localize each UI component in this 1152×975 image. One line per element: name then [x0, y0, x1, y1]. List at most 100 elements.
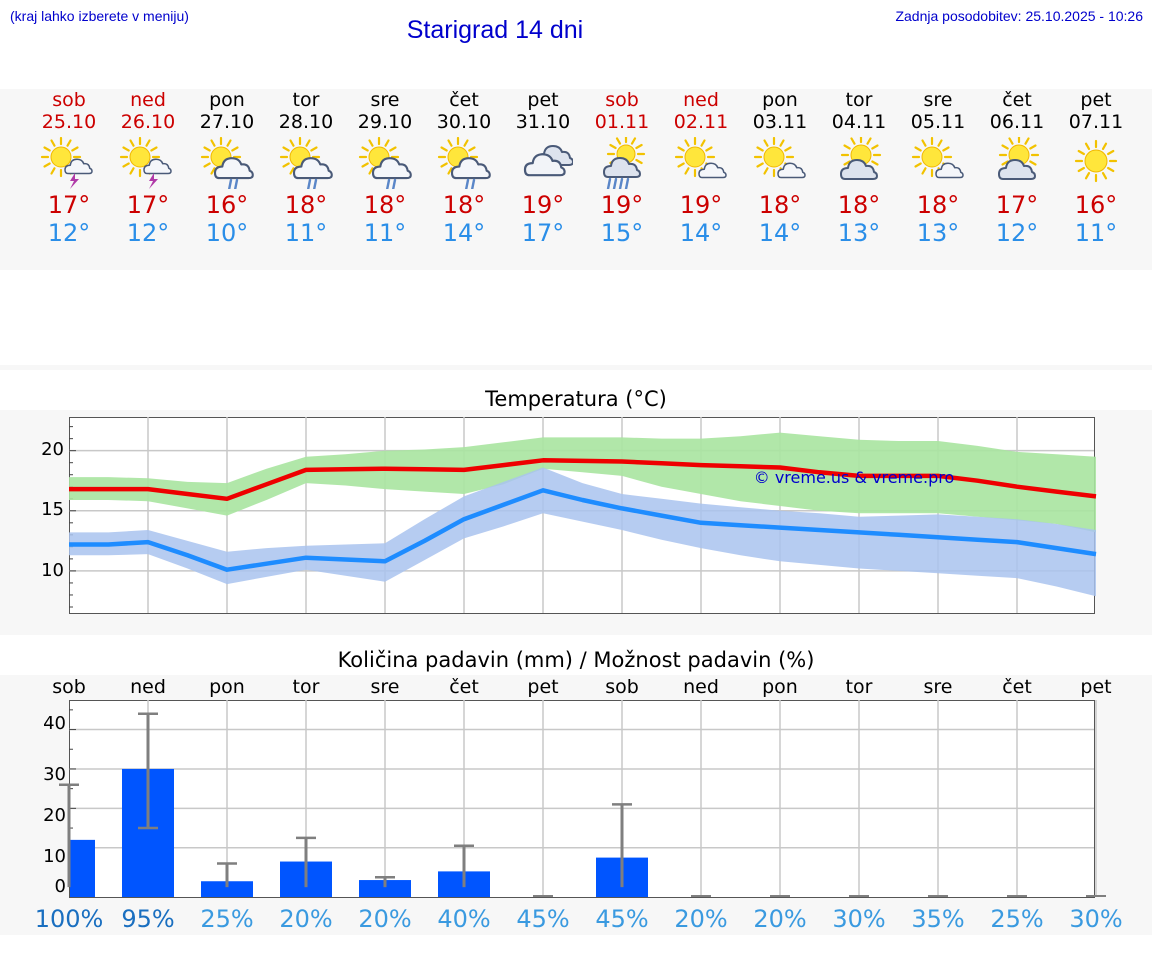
precip-ytick: 20	[43, 805, 66, 826]
day-name: pon	[762, 89, 798, 111]
divider	[0, 365, 1152, 370]
max-temperature-band	[69, 432, 1096, 533]
day-column: sre 05.11 18° 13°	[898, 89, 978, 247]
forecast-strip	[0, 89, 1152, 270]
min-temperature: 12°	[126, 219, 170, 247]
temp-ytick: 20	[41, 439, 64, 460]
precip-day-label: ned	[683, 676, 719, 698]
day-date: 07.11	[1068, 111, 1124, 133]
max-temperature: 17°	[47, 191, 91, 219]
sun-cloud-icon	[998, 137, 1040, 180]
day-date: 26.10	[120, 111, 176, 133]
sun-icon	[1074, 139, 1118, 183]
day-name: čet	[449, 89, 479, 111]
min-temperature: 14°	[758, 219, 802, 247]
precip-day-label: pet	[527, 676, 559, 698]
day-date: 30.10	[436, 111, 492, 133]
precip-day-label: čet	[449, 676, 479, 698]
temp-ytick: 10	[41, 560, 64, 581]
chart-watermark: © vreme.us & vreme.pro	[754, 468, 955, 487]
precip-day-label: pon	[209, 676, 245, 698]
precip-probability: 40%	[437, 905, 491, 933]
precip-ytick: 30	[43, 764, 66, 785]
day-column: sob 25.10 17° 12°	[29, 89, 109, 247]
sun-cloud-rain-icon	[200, 137, 254, 189]
day-date: 31.10	[515, 111, 571, 133]
sun-cloud-heavy-rain-icon	[603, 137, 646, 189]
day-date: 29.10	[357, 111, 413, 133]
precip-probability: 30%	[1069, 905, 1123, 933]
precip-probability: 45%	[516, 905, 570, 933]
day-column: čet 06.11 17° 12°	[977, 89, 1057, 247]
day-name: pon	[209, 89, 245, 111]
max-temperature: 17°	[126, 191, 170, 219]
day-name: ned	[683, 89, 719, 111]
min-temperature: 11°	[284, 219, 328, 247]
precip-day-label: tor	[292, 676, 320, 698]
day-date: 25.10	[41, 111, 97, 133]
day-date: 04.11	[831, 111, 887, 133]
precip-day-label: čet	[1002, 676, 1032, 698]
day-date: 05.11	[910, 111, 966, 133]
max-temperature: 18°	[284, 191, 328, 219]
day-column: pet 07.11 16° 11°	[1056, 89, 1136, 247]
precip-day-label: pon	[762, 676, 798, 698]
min-temperature: 11°	[363, 219, 407, 247]
day-column: ned 26.10 17° 12°	[108, 89, 188, 247]
day-name: ned	[130, 89, 166, 111]
max-temperature: 18°	[442, 191, 486, 219]
precip-probability: 20%	[279, 905, 333, 933]
precip-probability: 25%	[200, 905, 254, 933]
day-name: čet	[1002, 89, 1032, 111]
sun-cloud-storm-icon	[119, 137, 172, 189]
min-temperature: 17°	[521, 219, 565, 247]
day-name: pet	[1080, 89, 1112, 111]
sun-small-cloud-icon	[753, 137, 806, 179]
min-temperature-line	[69, 488, 1097, 572]
max-temperature: 18°	[837, 191, 881, 219]
min-temperature: 13°	[837, 219, 881, 247]
precipitation-chart-title: Količina padavin (mm) / Možnost padavin …	[337, 648, 815, 672]
day-column: pon 03.11 18° 14°	[740, 89, 820, 247]
sun-small-cloud-icon	[674, 137, 727, 179]
precip-day-label: sob	[605, 676, 639, 698]
precipitation-bar	[359, 880, 411, 897]
min-temperature: 14°	[679, 219, 723, 247]
precip-probability: 100%	[34, 905, 104, 933]
day-column: pet 31.10 19° 17°	[503, 89, 583, 247]
sun-cloud-icon	[840, 137, 882, 180]
day-name: sob	[52, 89, 86, 111]
precip-probability: 30%	[832, 905, 886, 933]
temp-ytick: 15	[41, 499, 64, 520]
day-column: sre 29.10 18° 11°	[345, 89, 425, 247]
precip-ytick: 10	[43, 846, 66, 867]
location-hint: (kraj lahko izberete v meniju)	[10, 8, 189, 24]
day-date: 03.11	[752, 111, 808, 133]
max-temperature: 18°	[758, 191, 802, 219]
day-date: 27.10	[199, 111, 255, 133]
sun-cloud-rain-icon	[437, 137, 491, 189]
precip-day-label: sob	[52, 676, 86, 698]
max-temperature: 17°	[995, 191, 1039, 219]
max-temperature: 19°	[600, 191, 644, 219]
day-column: ned 02.11 19° 14°	[661, 89, 741, 247]
precip-ytick: 40	[43, 713, 66, 734]
sun-small-cloud-icon	[911, 137, 964, 179]
precipitation-plot-area	[69, 700, 1095, 898]
precip-probability: 20%	[358, 905, 412, 933]
page-title: Starigrad 14 dni	[406, 16, 584, 44]
precip-day-label: tor	[845, 676, 873, 698]
precip-probability: 20%	[753, 905, 807, 933]
min-temperature: 11°	[1074, 219, 1118, 247]
min-temperature: 10°	[205, 219, 249, 247]
day-name: pet	[527, 89, 559, 111]
precip-probability: 45%	[595, 905, 649, 933]
day-name: sre	[370, 89, 400, 111]
min-temperature: 12°	[995, 219, 1039, 247]
min-temperature: 15°	[600, 219, 644, 247]
day-name: tor	[292, 89, 320, 111]
day-column: čet 30.10 18° 14°	[424, 89, 504, 247]
day-date: 02.11	[673, 111, 729, 133]
precip-day-label: sre	[923, 676, 953, 698]
